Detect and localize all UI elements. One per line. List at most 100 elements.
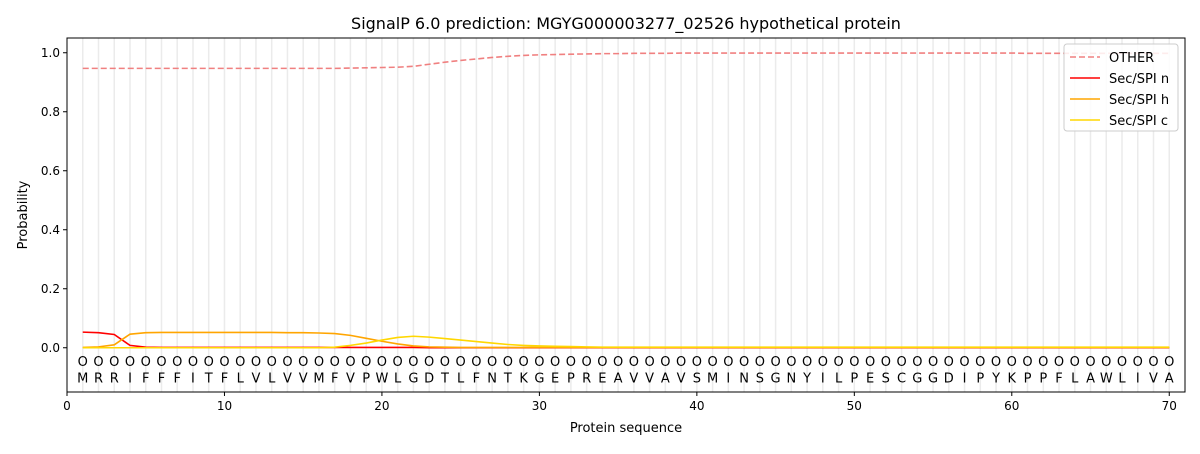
- region-label: O: [629, 355, 639, 370]
- region-label: O: [314, 355, 324, 370]
- residue-label: V: [645, 371, 654, 386]
- residue-label: S: [882, 371, 890, 386]
- region-label: O: [865, 355, 875, 370]
- region-label: O: [739, 355, 749, 370]
- region-label: O: [849, 355, 859, 370]
- residue-label: F: [158, 371, 165, 386]
- region-label: O: [393, 355, 403, 370]
- legend-label: OTHER: [1109, 51, 1154, 66]
- x-tick-label: 70: [1162, 399, 1177, 413]
- residue-label: P: [1039, 371, 1047, 386]
- region-label: O: [566, 355, 576, 370]
- region-label: O: [125, 355, 135, 370]
- residue-label: L: [835, 371, 843, 386]
- residue-label: P: [362, 371, 370, 386]
- region-label: O: [408, 355, 418, 370]
- region-label: O: [487, 355, 497, 370]
- legend: OTHER Sec/SPI n Sec/SPI h Sec/SPI c: [1063, 43, 1179, 132]
- x-tick-label: 20: [374, 399, 389, 413]
- region-label: O: [833, 355, 843, 370]
- residue-label: V: [1149, 371, 1158, 386]
- region-label: O: [330, 355, 340, 370]
- x-tick-label: 60: [1004, 399, 1019, 413]
- residue-label: P: [850, 371, 858, 386]
- y-tick-label: 1.0: [41, 46, 60, 60]
- series-line-other: [82, 52, 1170, 70]
- region-label: O: [1054, 355, 1064, 370]
- region-label: O: [534, 355, 544, 370]
- region-label: O: [692, 355, 702, 370]
- region-label: O: [519, 355, 529, 370]
- series-line-sec-spi-h: [82, 331, 1170, 349]
- region-label: O: [660, 355, 670, 370]
- region-label: O: [156, 355, 166, 370]
- residue-label: T: [204, 371, 213, 386]
- residue-label: F: [142, 371, 149, 386]
- residue-label: G: [771, 371, 781, 386]
- residue-label: M: [707, 371, 718, 386]
- residue-label: P: [976, 371, 984, 386]
- residue-label: V: [677, 371, 686, 386]
- residue-label: L: [394, 371, 402, 386]
- residue-label: A: [1086, 371, 1095, 386]
- region-label: O: [345, 355, 355, 370]
- residue-label: Y: [802, 371, 811, 386]
- region-label: O: [1117, 355, 1127, 370]
- residue-label: I: [821, 371, 825, 386]
- y-tick-label: 0.6: [41, 164, 60, 178]
- region-label: O: [707, 355, 717, 370]
- x-tick-label: 50: [847, 399, 862, 413]
- residue-label: R: [94, 371, 103, 386]
- series-line-sec-spi-n: [82, 331, 1170, 349]
- y-tick-label: 0.0: [41, 341, 60, 355]
- region-label: O: [755, 355, 765, 370]
- region-label: O: [896, 355, 906, 370]
- region-label: O: [440, 355, 450, 370]
- residue-label: N: [739, 371, 749, 386]
- region-label: O: [676, 355, 686, 370]
- y-axis-label: Probability: [16, 180, 31, 249]
- x-tick-label: 40: [689, 399, 704, 413]
- residue-label: S: [756, 371, 764, 386]
- region-label: O: [597, 355, 607, 370]
- residue-label: D: [944, 371, 954, 386]
- legend-label: Sec/SPI n: [1109, 72, 1169, 87]
- x-tick-label: 0: [63, 399, 71, 413]
- region-label: O: [770, 355, 780, 370]
- residue-label: P: [567, 371, 575, 386]
- residue-label: F: [173, 371, 180, 386]
- region-label: O: [78, 355, 88, 370]
- region-label: O: [219, 355, 229, 370]
- region-label: O: [172, 355, 182, 370]
- region-label: O: [975, 355, 985, 370]
- region-label: O: [298, 355, 308, 370]
- region-label: O: [93, 355, 103, 370]
- residue-label: G: [912, 371, 922, 386]
- residue-label: E: [551, 371, 559, 386]
- region-label: O: [503, 355, 513, 370]
- region-label: O: [424, 355, 434, 370]
- region-label: O: [471, 355, 481, 370]
- residue-label: W: [1100, 371, 1113, 386]
- residue-label: N: [786, 371, 796, 386]
- region-label: O: [282, 355, 292, 370]
- region-label: O: [944, 355, 954, 370]
- residue-label: G: [928, 371, 938, 386]
- residue-label: R: [110, 371, 119, 386]
- residue-label: K: [519, 371, 528, 386]
- residue-label: A: [661, 371, 670, 386]
- region-label: O: [235, 355, 245, 370]
- residue-label: I: [1136, 371, 1140, 386]
- residue-label: G: [534, 371, 544, 386]
- region-label: O: [1133, 355, 1143, 370]
- residue-label: D: [424, 371, 434, 386]
- region-label: O: [723, 355, 733, 370]
- residue-label: T: [440, 371, 449, 386]
- y-tick-label: 0.2: [41, 282, 60, 296]
- region-label: O: [991, 355, 1001, 370]
- region-label: O: [456, 355, 466, 370]
- residue-label: I: [963, 371, 967, 386]
- residue-label: R: [582, 371, 591, 386]
- x-tick-label: 10: [217, 399, 232, 413]
